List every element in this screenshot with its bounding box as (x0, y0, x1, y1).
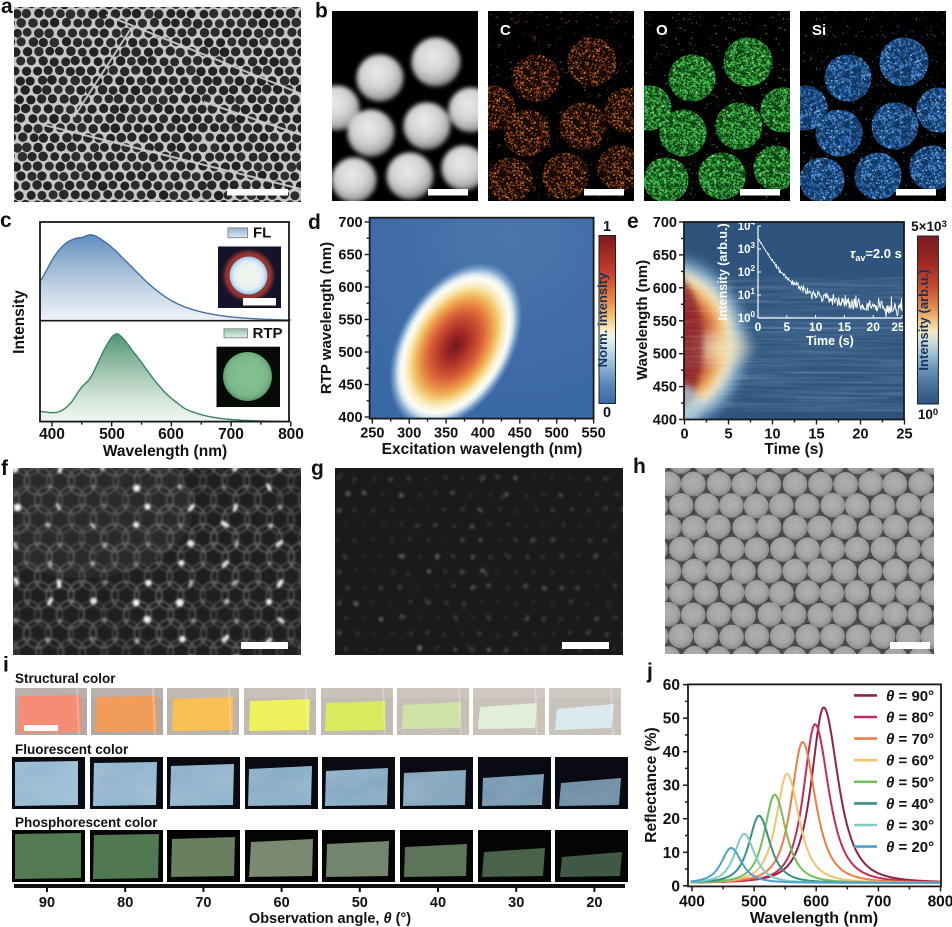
svg-text:Reflectance (%): Reflectance (%) (643, 727, 660, 842)
svg-text:θ = 30°: θ = 30° (886, 818, 934, 835)
svg-text:600: 600 (803, 893, 829, 910)
svg-text:10: 10 (764, 427, 780, 443)
svg-text:450: 450 (338, 378, 362, 394)
svg-text:τav=2.0 s: τav=2.0 s (850, 246, 902, 263)
svg-text:70: 70 (195, 895, 211, 911)
svg-text:Phosphorescent color: Phosphorescent color (15, 815, 158, 830)
svg-text:Observation angle, θ (°): Observation angle, θ (°) (249, 911, 411, 927)
svg-text:θ = 50°: θ = 50° (886, 774, 934, 791)
svg-text:600: 600 (338, 280, 362, 296)
svg-text:40: 40 (430, 895, 446, 911)
svg-text:5: 5 (724, 427, 732, 443)
svg-text:30: 30 (663, 778, 680, 795)
svg-text:60: 60 (663, 677, 680, 694)
svg-text:350: 350 (434, 426, 458, 442)
svg-text:5×103: 5×103 (911, 219, 947, 234)
svg-text:0: 0 (671, 878, 680, 895)
svg-text:1: 1 (603, 219, 611, 235)
svg-text:550: 550 (653, 314, 677, 330)
svg-text:Time (s): Time (s) (806, 334, 854, 348)
svg-text:650: 650 (338, 248, 362, 264)
svg-text:O: O (656, 22, 668, 39)
svg-text:25: 25 (891, 320, 905, 334)
svg-text:500: 500 (99, 426, 125, 443)
svg-text:Time (s): Time (s) (764, 441, 823, 458)
svg-text:500: 500 (545, 426, 569, 442)
svg-text:RTP: RTP (253, 325, 283, 342)
svg-text:f: f (1, 457, 9, 480)
svg-text:Intensity (arb.u.): Intensity (arb.u.) (716, 223, 730, 320)
svg-text:g: g (311, 457, 324, 480)
svg-text:400: 400 (39, 426, 65, 443)
svg-text:θ = 40°: θ = 40° (886, 796, 934, 813)
svg-text:500: 500 (338, 345, 362, 361)
svg-text:600: 600 (653, 281, 677, 297)
svg-text:550: 550 (581, 426, 605, 442)
svg-text:C: C (500, 22, 511, 39)
svg-text:10: 10 (809, 320, 823, 334)
svg-text:700: 700 (653, 215, 677, 231)
svg-text:b: b (315, 0, 328, 23)
svg-text:400: 400 (653, 413, 677, 429)
svg-text:θ = 70°: θ = 70° (886, 731, 934, 748)
svg-text:400: 400 (338, 410, 362, 426)
svg-text:800: 800 (928, 893, 952, 910)
svg-text:90: 90 (39, 895, 55, 911)
svg-text:10: 10 (663, 845, 680, 862)
svg-text:500: 500 (741, 893, 767, 910)
svg-text:25: 25 (896, 427, 912, 443)
svg-text:50: 50 (352, 895, 368, 911)
svg-text:600: 600 (158, 426, 184, 443)
svg-text:700: 700 (338, 215, 362, 231)
svg-text:300: 300 (397, 426, 421, 442)
svg-text:80: 80 (117, 895, 133, 911)
svg-text:Wavelength (nm): Wavelength (nm) (103, 443, 227, 460)
svg-text:Structural color: Structural color (15, 671, 116, 686)
svg-text:Wavelength (nm): Wavelength (nm) (634, 260, 651, 380)
svg-text:700: 700 (865, 893, 891, 910)
svg-text:450: 450 (508, 426, 532, 442)
svg-text:100: 100 (918, 407, 938, 422)
svg-text:0: 0 (603, 405, 611, 421)
svg-text:Si: Si (812, 22, 826, 39)
svg-text:0: 0 (755, 320, 762, 334)
svg-text:500: 500 (653, 347, 677, 363)
svg-text:30: 30 (508, 895, 524, 911)
svg-text:θ = 20°: θ = 20° (886, 839, 934, 856)
svg-text:Fluorescent color: Fluorescent color (15, 742, 129, 757)
svg-text:20: 20 (663, 811, 680, 828)
svg-text:400: 400 (679, 893, 705, 910)
svg-text:40: 40 (663, 744, 680, 761)
svg-text:θ = 90°: θ = 90° (886, 688, 934, 705)
svg-text:650: 650 (653, 248, 677, 264)
svg-text:15: 15 (838, 320, 852, 334)
svg-text:15: 15 (808, 427, 824, 443)
svg-text:Norm. intensity: Norm. intensity (595, 272, 610, 367)
svg-text:Excitation wavelength (nm): Excitation wavelength (nm) (382, 441, 583, 458)
svg-text:θ = 80°: θ = 80° (886, 710, 934, 727)
svg-text:5: 5 (783, 320, 790, 334)
svg-text:FL: FL (253, 225, 271, 242)
svg-text:20: 20 (867, 320, 881, 334)
svg-text:Wavelength (nm): Wavelength (nm) (750, 910, 878, 927)
svg-text:20: 20 (586, 895, 602, 911)
svg-text:250: 250 (360, 426, 384, 442)
svg-text:400: 400 (471, 426, 495, 442)
svg-text:550: 550 (338, 313, 362, 329)
svg-text:800: 800 (278, 426, 304, 443)
svg-text:450: 450 (653, 380, 677, 396)
svg-text:700: 700 (218, 426, 244, 443)
svg-text:RTP wavelength (nm): RTP wavelength (nm) (318, 242, 335, 394)
svg-text:0: 0 (680, 427, 688, 443)
svg-text:Intensity (arb.u.): Intensity (arb.u.) (916, 269, 931, 370)
svg-text:a: a (1, 0, 13, 18)
svg-text:50: 50 (663, 711, 680, 728)
svg-text:60: 60 (274, 895, 290, 911)
svg-text:Intensity: Intensity (11, 290, 28, 354)
svg-text:θ = 60°: θ = 60° (886, 753, 934, 770)
svg-text:20: 20 (852, 427, 868, 443)
